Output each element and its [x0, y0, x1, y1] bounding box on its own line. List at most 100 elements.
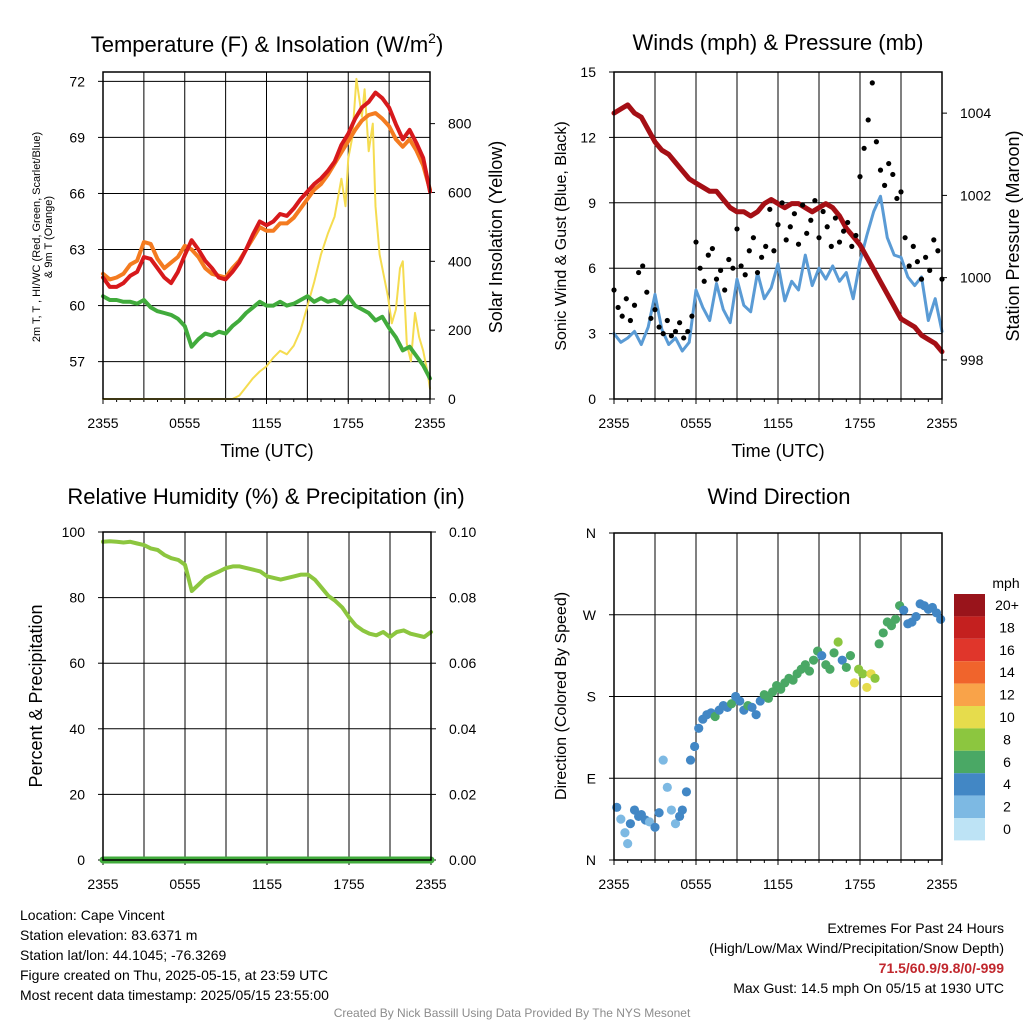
winds-panel: Winds (mph) & Pressure (mb) Sonic Wind &… [553, 30, 1023, 461]
legend-swatch [954, 616, 985, 639]
direction-point [817, 651, 827, 661]
wind-direction-chart-title: Wind Direction [707, 484, 850, 509]
temperature-chart-title: Temperature (F) & Insolation (W/m2) [91, 30, 444, 57]
legend-swatch [954, 638, 985, 662]
y2-tick-label: 0.00 [449, 852, 476, 868]
gust-point [681, 335, 687, 341]
gust-point [910, 243, 916, 249]
gust-point [849, 243, 855, 249]
gust-point [783, 237, 789, 243]
x-tick-label: 2355 [87, 876, 118, 892]
direction-point [670, 819, 681, 829]
gust-point [865, 117, 871, 123]
y-tick-label: 60 [69, 655, 85, 671]
gust-point [923, 254, 929, 260]
temp-2m-line [101, 90, 432, 289]
gust-point [902, 235, 908, 241]
humidity-chart-title: Relative Humidity (%) & Precipitation (i… [67, 484, 464, 509]
x-tick-label: 0555 [680, 876, 711, 892]
y-tick-label: E [587, 770, 596, 786]
x-tick-label: 2355 [598, 876, 629, 892]
legend-label: 0 [1003, 821, 1011, 837]
direction-point [616, 814, 626, 824]
plot-border [102, 71, 431, 400]
gust-point [623, 296, 629, 302]
direction-point [685, 755, 696, 765]
gust-point [775, 222, 781, 228]
direction-point [833, 637, 843, 647]
legend-swatch [954, 818, 985, 841]
y-tick-label: 6 [588, 260, 596, 276]
gust-point [763, 243, 769, 249]
direction-point [804, 666, 815, 676]
direction-point [841, 662, 851, 673]
gust-point [927, 267, 933, 273]
gust-point [730, 265, 736, 271]
plot-border [613, 71, 943, 400]
x-tick-label: 1755 [844, 415, 875, 431]
gust-point [619, 313, 625, 319]
legend-label: 6 [1003, 754, 1011, 770]
direction-point [625, 819, 636, 829]
gust-point [873, 139, 880, 145]
direction-point [858, 669, 868, 679]
wind-direction-panel: Wind Direction Direction (Colored By Spe… [553, 484, 1020, 892]
gust-point [894, 195, 900, 202]
y-tick-label: 9 [588, 195, 596, 211]
gust-point [779, 200, 785, 206]
direction-point [654, 808, 664, 818]
gust-point [898, 189, 904, 195]
legend-label: 12 [999, 687, 1015, 703]
gust-point [697, 265, 703, 271]
gust-point [656, 324, 662, 330]
y-tick-label: W [583, 607, 597, 623]
y2-tick-label: 0.10 [449, 524, 476, 540]
gust-point [636, 269, 642, 276]
humidity-panel: Relative Humidity (%) & Precipitation (i… [26, 484, 476, 892]
legend-label: 2 [1003, 799, 1011, 815]
gust-point [791, 211, 798, 217]
x-tick-label: 0555 [169, 415, 200, 431]
y-tick-label: 57 [69, 354, 85, 370]
gust-point [648, 315, 654, 321]
legend-swatch [954, 773, 985, 796]
gust-point [816, 235, 822, 241]
direction-point [825, 664, 835, 674]
legend-swatch [954, 594, 985, 617]
y-tick-label: 20 [69, 786, 85, 802]
gust-point [857, 174, 863, 180]
gust-point [627, 317, 634, 324]
y-tick-label: 0 [588, 391, 596, 407]
temperature-ylabel-line2: & 9m T (Orange) [43, 196, 55, 278]
gust-point [701, 278, 707, 284]
x-tick-label: 1155 [252, 876, 282, 892]
y2-tick-label: 0 [448, 391, 456, 407]
gust-point [804, 230, 810, 236]
direction-point [899, 605, 909, 615]
gust-point [836, 239, 843, 245]
gust-point [820, 208, 826, 215]
gust-point [742, 272, 748, 278]
gust-point [652, 307, 658, 313]
speed-color-legend: mph 20+ 18 16 14 12 10 8 6 4 2 0 [954, 575, 1020, 841]
legend-label: 4 [1003, 776, 1011, 792]
temperature-ylabel-right: Solar Insolation (Yellow) [486, 141, 506, 333]
temperature-ylabel-line1: 2m T, T , HI/WC (Red, Green, Scarlet/Blu… [31, 132, 43, 342]
direction-point [936, 614, 946, 624]
y-tick-label: 100 [62, 524, 86, 540]
y-tick-label: 0 [77, 852, 85, 868]
gust-point [824, 224, 830, 230]
gust-point [832, 215, 839, 221]
x-tick-label: 2355 [87, 415, 118, 431]
direction-point [808, 655, 819, 665]
legend-label: 20+ [995, 597, 1019, 613]
pressure-line [611, 102, 945, 355]
max-gust: Max Gust: 14.5 mph On 05/15 at 1930 UTC [733, 980, 1004, 996]
legend-label: 16 [999, 642, 1015, 658]
plot-border [613, 532, 943, 861]
gust-point [685, 328, 691, 335]
legend-label: 8 [1003, 731, 1011, 747]
direction-point [690, 741, 700, 752]
gust-point [726, 256, 732, 263]
